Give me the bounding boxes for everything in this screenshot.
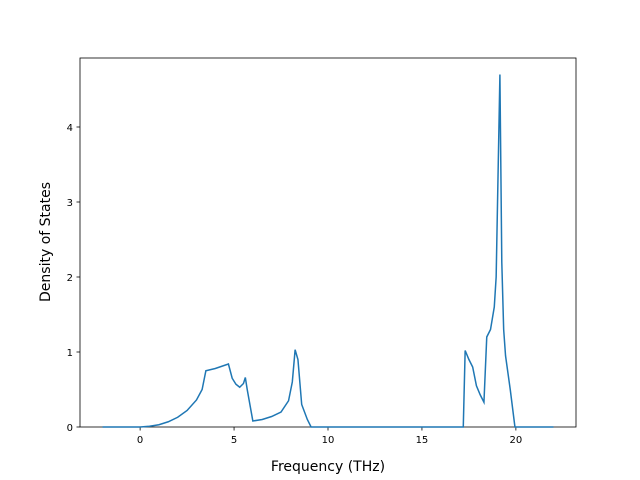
x-tick-label: 10 [322, 435, 335, 446]
y-tick-label: 3 [67, 198, 73, 209]
x-tick-label: 5 [231, 435, 237, 446]
y-tick-label: 0 [67, 423, 73, 434]
line-series [102, 74, 554, 428]
y-tick-label: 1 [67, 348, 73, 359]
y-tick-label: 2 [67, 273, 73, 284]
x-tick-label: 15 [416, 435, 429, 446]
y-tick-label: 4 [67, 123, 73, 134]
x-tick-label: 20 [510, 435, 523, 446]
y-axis-label: Density of States [38, 182, 54, 302]
x-axis-label: Frequency (THz) [271, 459, 385, 475]
x-tick-label: 0 [137, 435, 143, 446]
